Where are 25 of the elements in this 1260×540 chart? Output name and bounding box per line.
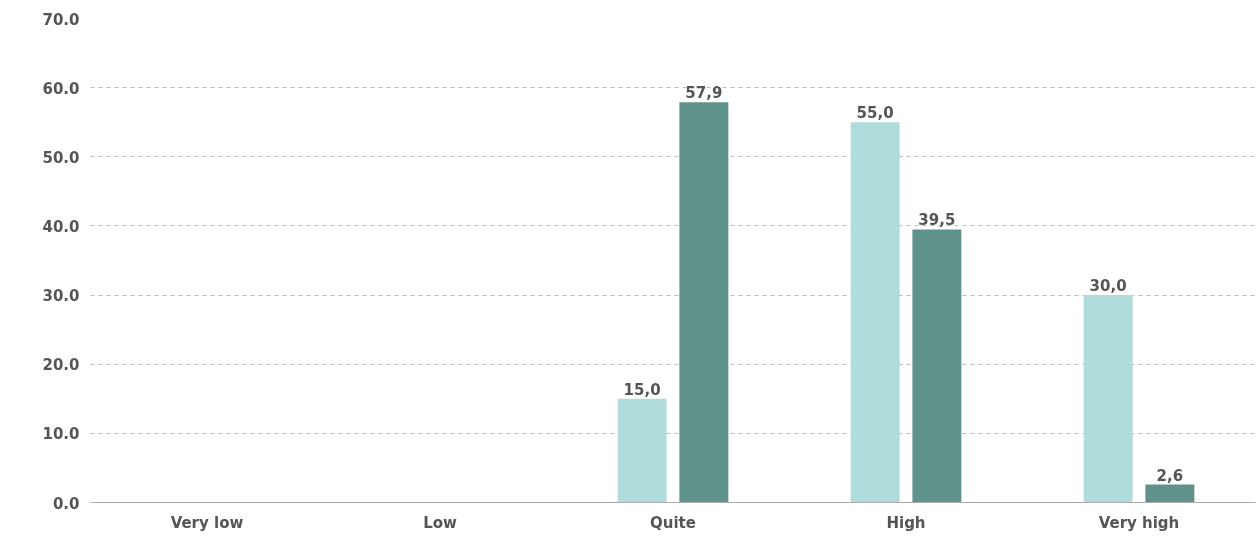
y-tick-label: 20.0 [42, 356, 80, 375]
y-tick-label: 40.0 [42, 217, 80, 236]
y-tick-label: 30.0 [42, 287, 80, 306]
data-label: 2,6 [1156, 466, 1184, 485]
bar [1083, 295, 1133, 503]
x-tick-label: Quite [650, 513, 696, 532]
y-tick-label: 70.0 [42, 10, 80, 29]
y-tick-label: 10.0 [42, 425, 80, 444]
y-tick-label: 0.0 [52, 494, 80, 513]
data-label: 30,0 [1089, 277, 1127, 296]
bar [850, 122, 900, 503]
data-label: 57,9 [685, 84, 723, 103]
bar [617, 398, 667, 503]
x-tick-label: Very high [1098, 513, 1180, 532]
x-tick-label: Very low [170, 513, 244, 532]
data-label: 39,5 [918, 211, 956, 230]
bar [1145, 484, 1195, 503]
y-tick-label: 60.0 [42, 79, 80, 98]
bar [912, 229, 962, 503]
x-tick-label: Low [423, 513, 457, 532]
y-tick-label: 50.0 [42, 148, 80, 167]
data-label: 55,0 [856, 104, 894, 123]
x-tick-label: High [886, 513, 926, 532]
data-label: 15,0 [623, 380, 661, 399]
bar [679, 102, 729, 503]
